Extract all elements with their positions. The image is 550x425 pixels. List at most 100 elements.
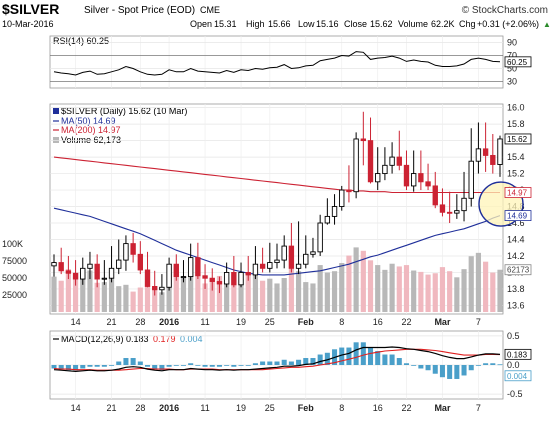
x-tick-label-bottom: 19 (236, 403, 246, 413)
candle-body (497, 138, 503, 165)
macd-hist-bar (483, 363, 489, 365)
macd-hist-bar (58, 365, 64, 369)
candle-body (152, 286, 158, 291)
price-tick-label: 13.8 (507, 284, 525, 294)
candle-body (454, 210, 460, 214)
candle-body (101, 277, 108, 280)
high-label: High (246, 19, 265, 29)
rsi-tick-label: 90 (507, 38, 517, 48)
candle-body (202, 275, 208, 279)
ma50-price-tag-box (504, 210, 532, 221)
close-price-tag-box (504, 133, 532, 145)
ticker-description: Silver - Spot Price (EOD) (84, 5, 195, 16)
candle-body (468, 160, 474, 199)
volume-bar (116, 286, 122, 312)
ma200-price-tag-box (504, 187, 532, 198)
x-tick-label-bottom: Feb (298, 403, 315, 413)
macd-hist-bar (490, 363, 496, 365)
x-tick-label: 14 (71, 317, 81, 327)
macd-hist-bar (101, 365, 107, 367)
rsi-tag: 60.25 (507, 58, 528, 67)
volume-legend-swatch (53, 137, 59, 143)
candle-body (180, 276, 187, 279)
macd-hist-bar (303, 358, 309, 365)
candle-body (252, 263, 259, 276)
low-label: Low (298, 19, 315, 29)
volume-bar (439, 267, 446, 312)
macd-legend-prefix: MACD(12,26,9) (61, 334, 124, 344)
candle-body (223, 271, 230, 285)
price-tick-label: 16.0 (507, 103, 525, 113)
rsi-tick-label: 50 (507, 64, 517, 74)
volume-bar (216, 275, 223, 312)
macd-line (53, 346, 501, 373)
candle-body (108, 267, 115, 279)
signal-line (53, 348, 501, 371)
candle-body (339, 189, 345, 207)
volume-bar (166, 272, 172, 312)
candle-body (173, 263, 179, 278)
macd-hist-bar (281, 359, 287, 365)
macd-hist-bar (432, 365, 438, 374)
candle-body (317, 222, 323, 253)
volume-bar (238, 279, 244, 312)
candle-body (51, 262, 57, 267)
macd-hist-bar (180, 365, 187, 366)
candle-body (245, 271, 251, 276)
candle-body (144, 269, 151, 287)
hist-legend-value: 0.004 (180, 334, 203, 344)
macd-hist-bar (224, 365, 230, 366)
macd-hist-bar (51, 365, 57, 369)
macd-tag-box (504, 348, 532, 360)
macd-hist-bar (375, 351, 381, 365)
candle-body (116, 259, 122, 269)
volume-value: 62.2K (431, 19, 455, 29)
macd-hist-bar (195, 365, 201, 366)
macd-legend-value: 0.183 (126, 334, 149, 344)
candle-body (195, 257, 201, 277)
candle-body (346, 189, 352, 193)
x-tick-label-bottom: 21 (107, 403, 117, 413)
macd-tick-label: 0.0 (507, 360, 520, 370)
macd-hist-bar (252, 363, 258, 365)
x-tick-label-bottom: 25 (265, 403, 275, 413)
rsi-tag-box (504, 56, 532, 68)
volume-bar (58, 280, 64, 312)
volume-bar (245, 273, 251, 312)
volume-bar (353, 247, 359, 312)
volume-bar (173, 267, 179, 312)
volume-bar (475, 252, 482, 312)
volume-bar (80, 272, 86, 312)
volume-tick-label: 100K (2, 239, 23, 249)
macd-hist-bar (188, 363, 194, 365)
macd-hist-bar (238, 365, 244, 366)
x-tick-label: 25 (265, 317, 275, 327)
candle-body (375, 173, 381, 183)
candle-body (353, 138, 359, 193)
x-tick-label: Feb (298, 317, 315, 327)
x-tick-label: 19 (236, 317, 246, 327)
candle-body (187, 257, 194, 278)
volume-bar (224, 277, 230, 312)
close-label: Close (344, 19, 367, 29)
volume-bar (389, 263, 395, 312)
macd-hist-bar (339, 347, 345, 365)
x-tick-label: 11 (200, 317, 209, 327)
x-tick-label-bottom: 22 (401, 403, 411, 413)
macd-hist-bar (425, 365, 431, 371)
macd-hist-bar (411, 365, 417, 366)
low-value: 15.16 (316, 19, 339, 29)
candle-body (65, 270, 72, 274)
volume-bar (295, 271, 302, 312)
volume-tag: 62173 (507, 266, 530, 275)
volume-bar (411, 270, 417, 312)
volume-legend: Volume 62,173 (61, 135, 121, 145)
high-value: 15.66 (268, 19, 291, 29)
volume-bar (447, 271, 453, 312)
x-tick-label: Mar (434, 317, 451, 327)
ma50-legend: MA(50) 14.69 (61, 116, 116, 126)
candle-body (94, 263, 100, 280)
macd-hist-bar (73, 365, 79, 371)
macd-hist-bar (324, 352, 330, 365)
